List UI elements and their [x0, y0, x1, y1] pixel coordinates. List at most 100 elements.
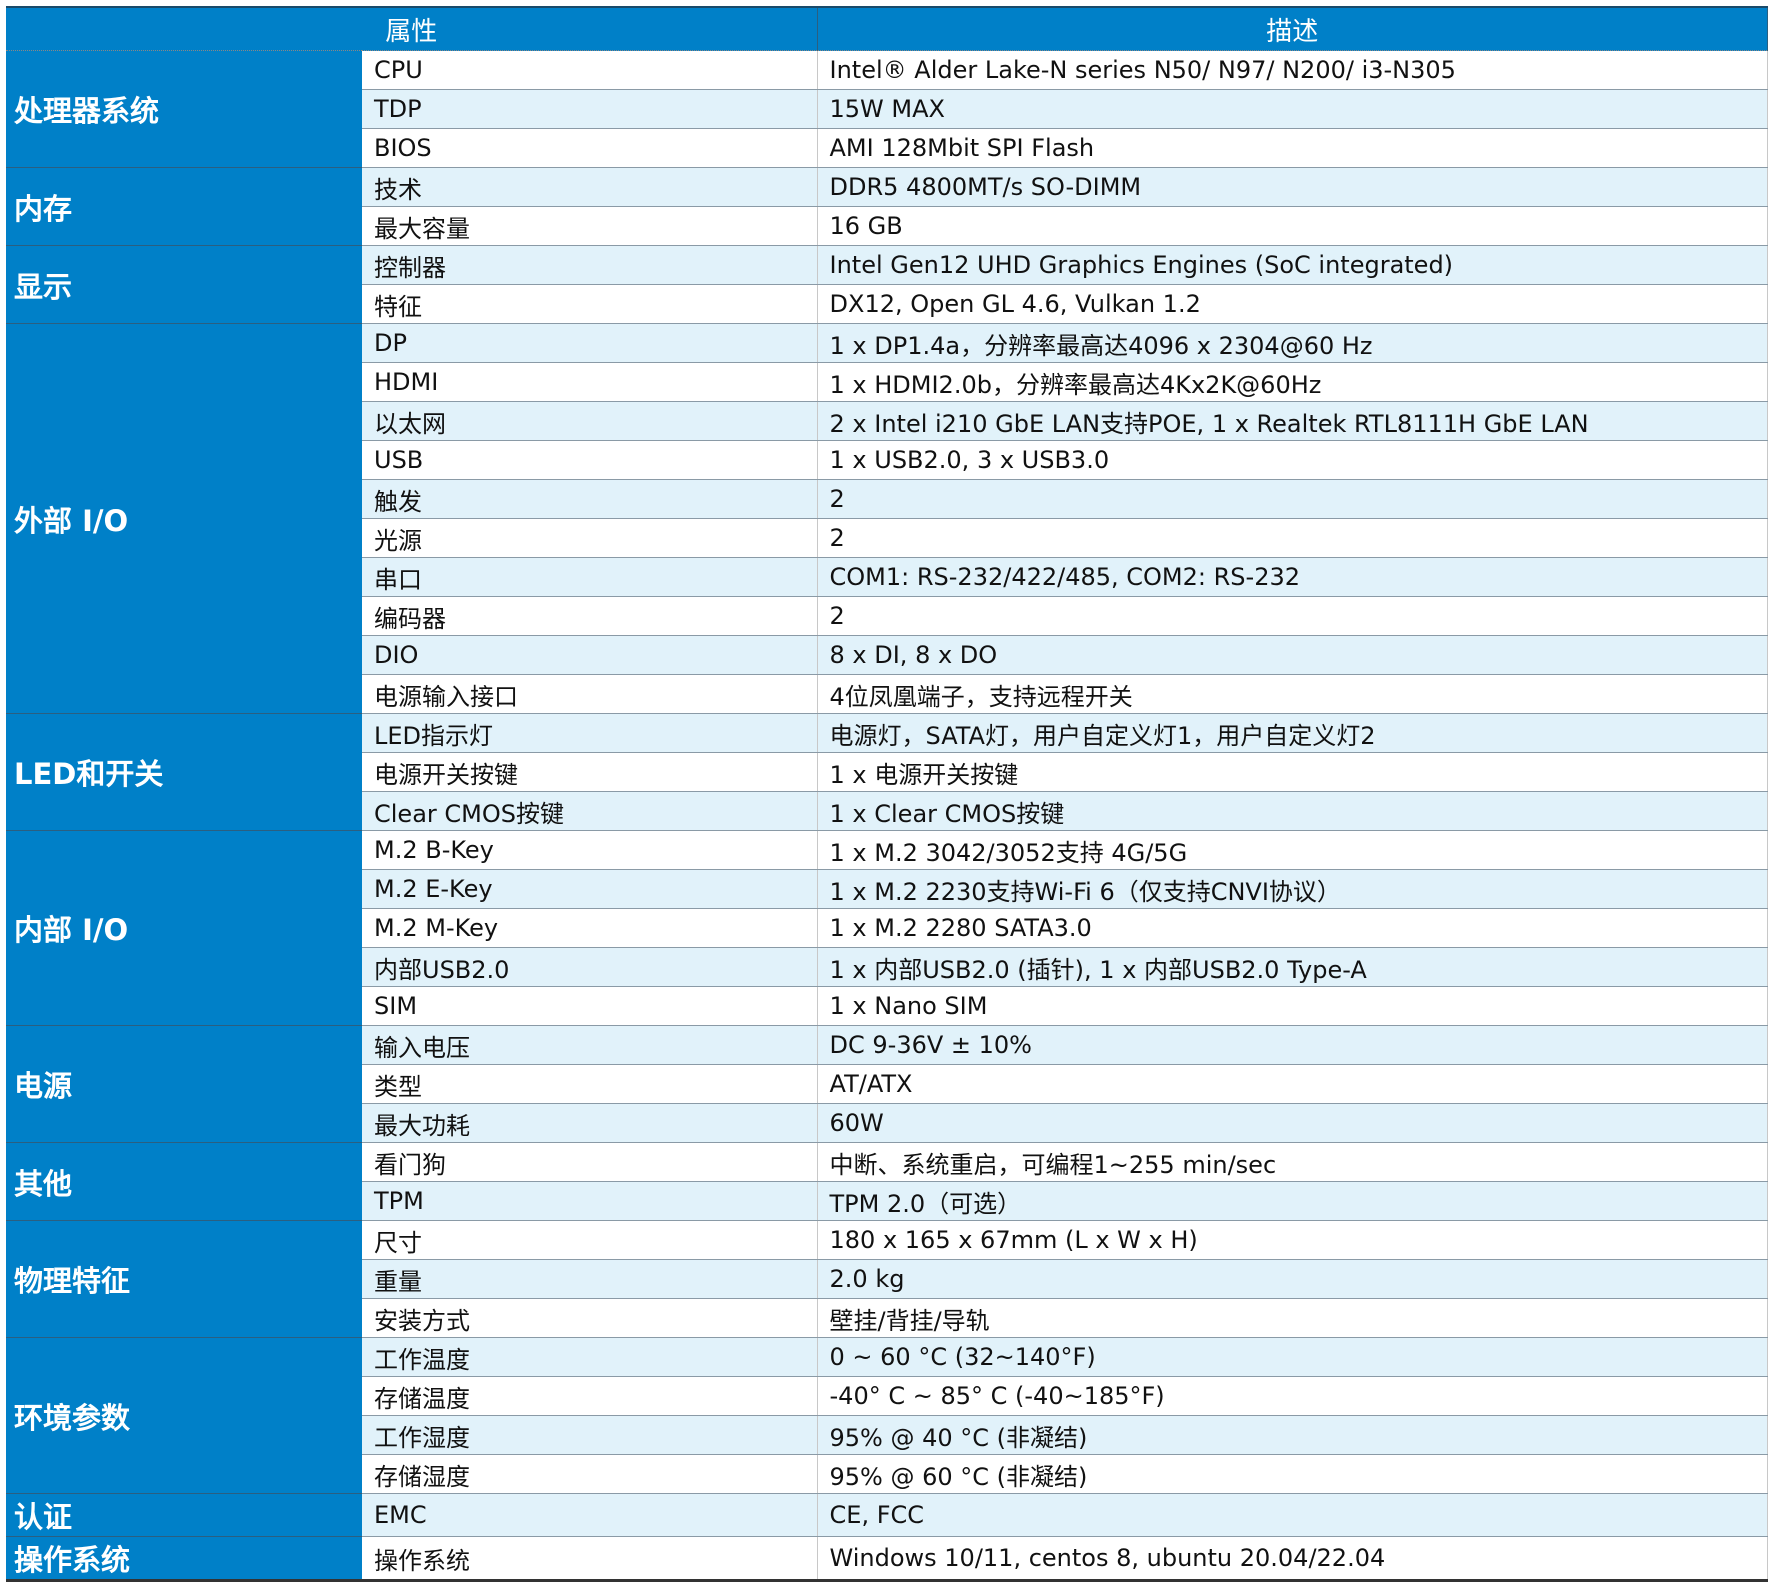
description-cell: Intel® Alder Lake-N series N50/ N97/ N20…: [817, 50, 1769, 90]
spec-table: 属性 描述 处理器系统 CPU Intel® Alder Lake-N series…: [6, 6, 1769, 1582]
attribute-cell: 尺寸: [362, 1220, 818, 1260]
group-label: 内部 I/O: [6, 830, 362, 1026]
description-cell: 2 x Intel i210 GbE LAN支持POE, 1 x Realtek…: [817, 401, 1769, 441]
attribute-cell: HDMI: [362, 362, 818, 402]
table-header: 属性 描述: [6, 7, 1769, 51]
table-row: 认证 EMC CE, FCC: [6, 1493, 1769, 1537]
description-cell: 2: [817, 596, 1769, 636]
description-cell: 1 x USB2.0, 3 x USB3.0: [817, 440, 1769, 480]
table-row: TDP 15W MAX: [6, 89, 1769, 129]
description-cell: 壁挂/背挂/导轨: [817, 1298, 1769, 1338]
table-row: 其他 看门狗 中断、系统重启，可编程1~255 min/sec: [6, 1142, 1769, 1221]
table-row: 内部 I/O M.2 B-Key 1 x M.2 3042/3052支持 4G/5G: [6, 830, 1769, 1026]
table-row: DIO 8 x DI, 8 x DO: [6, 635, 1769, 675]
table-row: LED和开关 LED指示灯 电源灯，SATA灯，用户自定义灯1，用户自定义灯2: [6, 713, 1769, 831]
description-cell: 中断、系统重启，可编程1~255 min/sec: [817, 1142, 1769, 1182]
attribute-cell: 存储温度: [362, 1376, 818, 1416]
attribute-cell: 安装方式: [362, 1298, 818, 1338]
table-row: 特征 DX12, Open GL 4.6, Vulkan 1.2: [6, 284, 1769, 324]
table-row: 环境参数 工作温度 0 ~ 60 °C (32~140°F): [6, 1337, 1769, 1494]
group-label: 内存: [6, 167, 362, 246]
group-label: LED和开关: [6, 713, 362, 831]
description-cell: Windows 10/11, centos 8, ubuntu 20.04/22…: [817, 1536, 1769, 1581]
attribute-cell: TDP: [362, 89, 818, 129]
description-cell: 1 x Nano SIM: [817, 986, 1769, 1026]
table-row: 类型 AT/ATX: [6, 1064, 1769, 1104]
attribute-cell: 电源输入接口: [362, 674, 818, 714]
description-cell: 1 x 电源开关按键: [817, 752, 1769, 792]
table-row: HDMI 1 x HDMI2.0b，分辨率最高达4Kx2K@60Hz: [6, 362, 1769, 402]
header-description: 描述: [817, 7, 1769, 51]
header-attribute: 属性: [6, 7, 818, 51]
attribute-cell: 看门狗: [362, 1142, 818, 1182]
attribute-cell: EMC: [362, 1493, 818, 1537]
attribute-cell: 工作温度: [362, 1337, 818, 1377]
table-row: 光源 2: [6, 518, 1769, 558]
attribute-cell: BIOS: [362, 128, 818, 168]
table-row: 处理器系统 CPU Intel® Alder Lake-N series N50/ …: [6, 50, 1769, 168]
table-row: 外部 I/O DP 1 x DP1.4a，分辨率最高达4096 x 2304@60 …: [6, 323, 1769, 714]
description-cell: 1 x M.2 2230支持Wi-Fi 6（仅支持CNVI协议）: [817, 869, 1769, 909]
attribute-cell: 以太网: [362, 401, 818, 441]
table-row: 显示 控制器 Intel Gen12 UHD Graphics Engines (S…: [6, 245, 1769, 324]
description-cell: 1 x Clear CMOS按键: [817, 791, 1769, 831]
description-cell: 电源灯，SATA灯，用户自定义灯1，用户自定义灯2: [817, 713, 1769, 753]
description-cell: 8 x DI, 8 x DO: [817, 635, 1769, 675]
description-cell: AMI 128Mbit SPI Flash: [817, 128, 1769, 168]
description-cell: 1 x HDMI2.0b，分辨率最高达4Kx2K@60Hz: [817, 362, 1769, 402]
group-label: 外部 I/O: [6, 323, 362, 714]
description-cell: DX12, Open GL 4.6, Vulkan 1.2: [817, 284, 1769, 324]
description-cell: 15W MAX: [817, 89, 1769, 129]
table-row: TPM TPM 2.0（可选）: [6, 1181, 1769, 1221]
attribute-cell: 最大功耗: [362, 1103, 818, 1143]
attribute-cell: DIO: [362, 635, 818, 675]
table-row: USB 1 x USB2.0, 3 x USB3.0: [6, 440, 1769, 480]
description-cell: Intel Gen12 UHD Graphics Engines (SoC in…: [817, 245, 1769, 285]
table-row: 工作湿度 95% @ 40 °C (非凝结): [6, 1415, 1769, 1455]
attribute-cell: TPM: [362, 1181, 818, 1221]
attribute-cell: M.2 M-Key: [362, 908, 818, 948]
table-row: 最大容量 16 GB: [6, 206, 1769, 246]
attribute-cell: 类型: [362, 1064, 818, 1104]
description-cell: 0 ~ 60 °C (32~140°F): [817, 1337, 1769, 1377]
table-row: 电源开关按键 1 x 电源开关按键: [6, 752, 1769, 792]
group-label: 电源: [6, 1025, 362, 1143]
attribute-cell: CPU: [362, 50, 818, 90]
description-cell: 1 x M.2 3042/3052支持 4G/5G: [817, 830, 1769, 870]
table-row: 电源输入接口 4位凤凰端子，支持远程开关: [6, 674, 1769, 714]
group-label: 环境参数: [6, 1337, 362, 1494]
description-cell: -40° C ~ 85° C (-40~185°F): [817, 1376, 1769, 1416]
description-cell: 1 x 内部USB2.0 (插针), 1 x 内部USB2.0 Type-A: [817, 947, 1769, 987]
attribute-cell: 重量: [362, 1259, 818, 1299]
attribute-cell: 输入电压: [362, 1025, 818, 1065]
description-cell: TPM 2.0（可选）: [817, 1181, 1769, 1221]
table-row: Clear CMOS按键 1 x Clear CMOS按键: [6, 791, 1769, 831]
attribute-cell: 技术: [362, 167, 818, 207]
table-row: BIOS AMI 128Mbit SPI Flash: [6, 128, 1769, 168]
group-label: 显示: [6, 245, 362, 324]
description-cell: 4位凤凰端子，支持远程开关: [817, 674, 1769, 714]
group-label: 其他: [6, 1142, 362, 1221]
attribute-cell: DP: [362, 323, 818, 363]
table-row: 安装方式 壁挂/背挂/导轨: [6, 1298, 1769, 1338]
group-label: 认证: [6, 1493, 362, 1537]
table-row: 内存 技术 DDR5 4800MT/s SO-DIMM: [6, 167, 1769, 246]
table-row: 物理特征 尺寸 180 x 165 x 67mm (L x W x H): [6, 1220, 1769, 1338]
table-row: 串口 COM1: RS-232/422/485, COM2: RS-232: [6, 557, 1769, 597]
table-row: 触发 2: [6, 479, 1769, 519]
table-row: 操作系统 操作系统 Windows 10/11, centos 8, ubuntu …: [6, 1536, 1769, 1581]
description-cell: 1 x M.2 2280 SATA3.0: [817, 908, 1769, 948]
attribute-cell: USB: [362, 440, 818, 480]
description-cell: AT/ATX: [817, 1064, 1769, 1104]
description-cell: 2: [817, 518, 1769, 558]
description-cell: CE, FCC: [817, 1493, 1769, 1537]
attribute-cell: 内部USB2.0: [362, 947, 818, 987]
attribute-cell: 操作系统: [362, 1536, 818, 1581]
description-cell: 2.0 kg: [817, 1259, 1769, 1299]
attribute-cell: 串口: [362, 557, 818, 597]
description-cell: DDR5 4800MT/s SO-DIMM: [817, 167, 1769, 207]
table-row: 电源 输入电压 DC 9-36V ± 10%: [6, 1025, 1769, 1143]
table-row: 最大功耗 60W: [6, 1103, 1769, 1143]
table-row: 以太网 2 x Intel i210 GbE LAN支持POE, 1 x Real…: [6, 401, 1769, 441]
attribute-cell: M.2 B-Key: [362, 830, 818, 870]
